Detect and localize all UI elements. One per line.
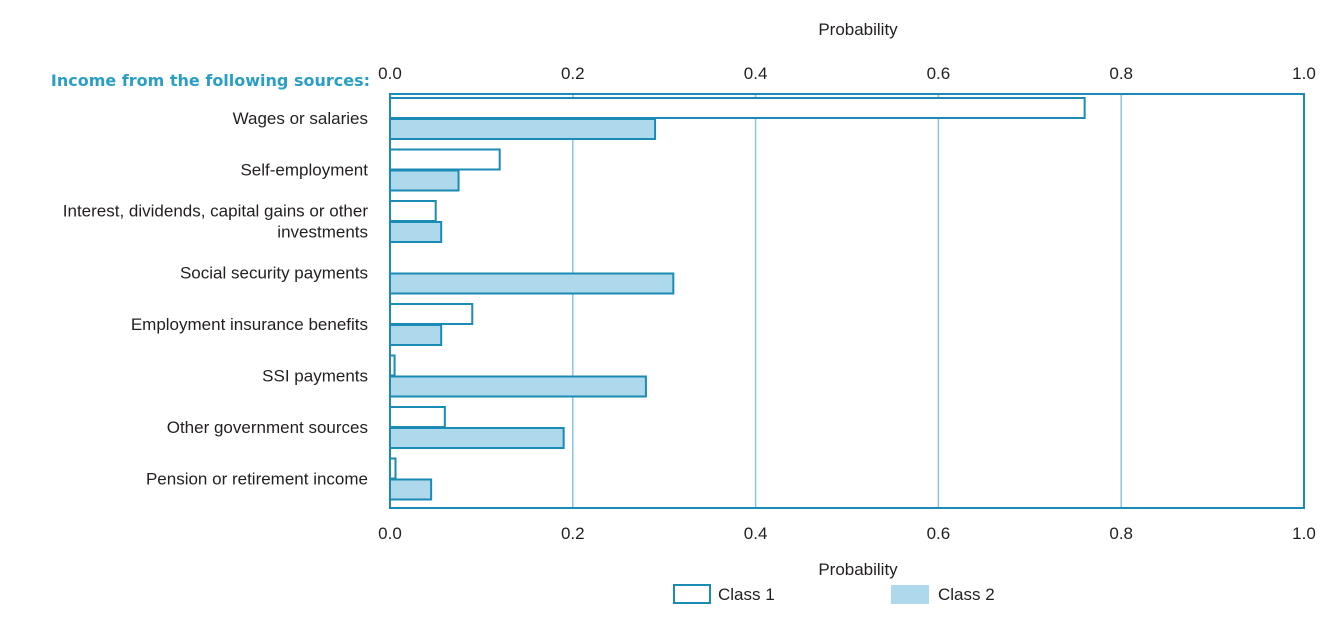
legend-label-class-2: Class 2: [938, 585, 995, 604]
tick-label-bottom: 0.2: [561, 524, 585, 543]
category-label: SSI payments: [262, 367, 368, 386]
tick-label-bottom: 0.0: [378, 524, 402, 543]
legend-swatch-class-1: [673, 584, 711, 604]
bar-class-2: [389, 169, 460, 192]
bar-class-2: [389, 118, 657, 140]
x-axis-title-top: Probability: [818, 20, 898, 39]
category-label: Pension or retirement income: [146, 470, 368, 489]
tick-label-bottom: 0.6: [927, 524, 951, 543]
category-header: Income from the following sources:: [51, 71, 370, 90]
tick-label-bottom: 0.8: [1109, 524, 1133, 543]
tick-label-top: 0.4: [744, 64, 768, 83]
tick-label-top: 0.2: [561, 64, 585, 83]
bar-class-1: [389, 406, 446, 428]
category-label: Other government sources: [167, 418, 368, 437]
category-label: Wages or salaries: [233, 109, 368, 128]
bar-class-2: [389, 324, 443, 346]
legend-label-class-1: Class 1: [718, 585, 775, 604]
legend-swatch-class-2: [891, 585, 929, 604]
bar-class-2: [389, 272, 675, 295]
tick-label-bottom: 1.0: [1292, 524, 1316, 543]
category-label: Self-employment: [240, 161, 368, 180]
category-label: Employment insurance benefits: [131, 315, 368, 334]
bar-class-1: [389, 200, 437, 222]
x-axis-title-bottom: Probability: [818, 560, 898, 579]
plot-frame: [389, 93, 1305, 509]
tick-label-bottom: 0.4: [744, 524, 768, 543]
category-label: Interest, dividends, capital gains or ot…: [63, 202, 369, 242]
bar-class-1: [389, 148, 501, 171]
tick-label-top: 0.8: [1109, 64, 1133, 83]
bar-class-1: [389, 303, 474, 325]
bar-class-2: [389, 427, 565, 449]
tick-label-top: 0.6: [927, 64, 951, 83]
bar-class-2: [389, 375, 647, 398]
bar-class-1: [389, 97, 1086, 119]
category-label: Social security payments: [180, 264, 368, 283]
tick-label-top: 1.0: [1292, 64, 1316, 83]
tick-label-top: 0.0: [378, 64, 402, 83]
bar-class-2: [389, 221, 443, 243]
bar-class-2: [389, 478, 433, 501]
